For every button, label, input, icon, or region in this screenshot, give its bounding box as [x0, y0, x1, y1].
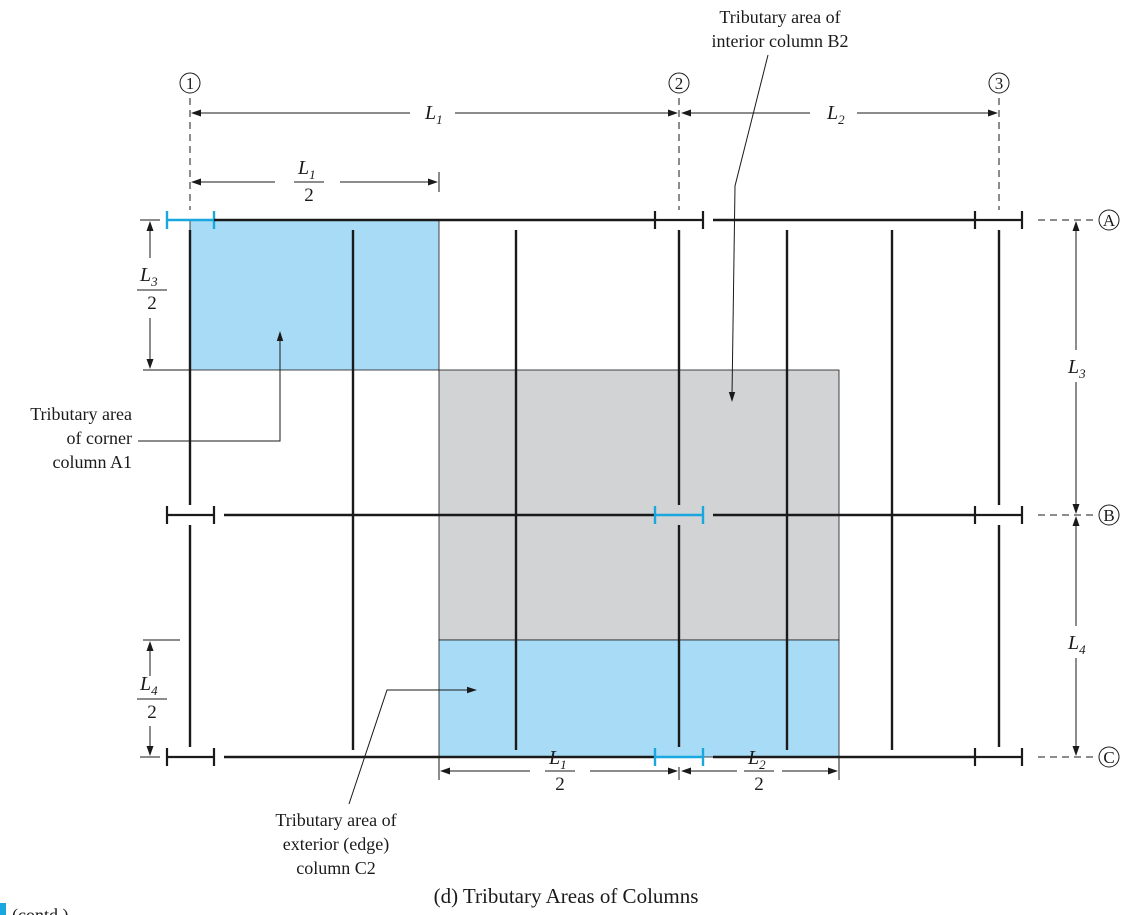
grid-bubbles: 1 2 3 A B C [179, 72, 1120, 768]
arrowhead [440, 767, 450, 775]
fraction-denominator: 2 [555, 774, 565, 795]
grid-bubble-2-label: 2 [675, 74, 684, 93]
dimension-l3-half: L3 2 [137, 219, 167, 369]
arrowhead [668, 109, 678, 117]
fraction-numerator: L3 [139, 264, 158, 289]
fraction-denominator: 2 [304, 185, 314, 206]
arrowhead [428, 178, 438, 186]
fraction-numerator: L1 [297, 157, 316, 182]
edge-label-line-1: Tributary area of [275, 810, 396, 830]
grid-bubble-1-label: 1 [186, 74, 195, 93]
figure-caption: (d) Tributary Areas of Columns [434, 884, 699, 908]
girder-a3 [973, 211, 1024, 229]
dimension-l1-half-top: L1 2 [191, 157, 440, 206]
edge-label-line-3: column C2 [296, 858, 376, 878]
figure-ref-marker [0, 903, 6, 915]
girder-b1 [165, 506, 216, 524]
interior-label-line-2: interior column B2 [712, 31, 849, 51]
dimension-l3-label: L3 [1067, 356, 1086, 381]
arrowhead [276, 331, 284, 341]
girder-c2-highlight [653, 748, 705, 766]
grid-bubble-a-label: A [1103, 211, 1116, 230]
edge-column-annotation: Tributary area of exterior (edge) column… [275, 686, 477, 878]
grid-bubble-c-label: C [1103, 748, 1114, 767]
corner-leader-line [138, 337, 281, 442]
dimension-l1-l2: L1 L2 [191, 102, 998, 127]
fraction-numerator: L1 [548, 747, 567, 772]
grid-extension-lines [189, 98, 1098, 758]
fraction-numerator: L4 [139, 673, 158, 698]
arrowhead [988, 109, 998, 117]
fraction-numerator: L2 [747, 747, 766, 772]
arrowhead [467, 686, 477, 694]
dimension-l3-l4: L3 L4 [1067, 221, 1086, 756]
interior-column-b2-area [438, 369, 840, 641]
fraction-denominator: 2 [754, 774, 764, 795]
arrowhead [146, 746, 154, 756]
grid-row-b-framing [165, 506, 1024, 524]
corner-column-a1-area [189, 219, 440, 371]
edge-leader-line [348, 689, 471, 805]
arrowhead [1072, 504, 1080, 514]
girder-b2-highlight [653, 506, 705, 524]
edge-column-c2-area [438, 639, 840, 758]
grid-bubble-a [1098, 209, 1120, 231]
arrowhead [828, 767, 838, 775]
corner-label-line-3: column A1 [53, 452, 133, 472]
arrowhead [728, 392, 736, 402]
interior-column-annotation: Tributary area of interior column B2 [712, 7, 849, 402]
grid-bubble-b-label: B [1103, 506, 1114, 525]
interior-label-line-1: Tributary area of [719, 7, 840, 27]
arrowhead [1072, 516, 1080, 526]
dimension-l4-label: L4 [1067, 632, 1086, 657]
grid-line-girders [188, 230, 1001, 747]
figure-ref-contd: (contd.) [12, 905, 68, 915]
girder-a2 [653, 211, 705, 229]
arrowhead [191, 178, 201, 186]
dimension-l2-label: L2 [826, 102, 845, 127]
arrowhead [191, 109, 201, 117]
corner-column-annotation: Tributary area of corner column A1 [30, 331, 284, 472]
corner-label-line-1: Tributary area [30, 404, 132, 424]
grid-bubble-3 [988, 72, 1010, 94]
arrowhead [681, 767, 691, 775]
corner-label-line-2: of corner [67, 428, 132, 448]
arrowhead [681, 109, 691, 117]
girder-c3 [973, 748, 1024, 766]
dimension-bottom-halves: L1 2 L2 2 [438, 747, 840, 795]
arrowhead [1072, 221, 1080, 231]
dimension-l4-half: L4 2 [137, 641, 167, 758]
grid-row-a-framing [165, 211, 1024, 229]
fraction-denominator: 2 [147, 702, 157, 723]
arrowhead [668, 767, 678, 775]
fraction-denominator: 2 [147, 293, 157, 314]
grid-bubble-b [1098, 504, 1120, 526]
arrowhead [146, 359, 154, 369]
interior-leader-line [731, 54, 769, 397]
edge-label-line-2: exterior (edge) [283, 834, 389, 855]
dimension-l1-label: L1 [424, 102, 443, 127]
arrowhead [146, 221, 154, 231]
grid-bubble-3-label: 3 [995, 74, 1004, 93]
girder-b3 [973, 506, 1024, 524]
girder-c1 [165, 748, 216, 766]
grid-bubble-2 [668, 72, 690, 94]
arrowhead [1072, 746, 1080, 756]
arrowhead [146, 641, 154, 651]
grid-bubble-c [1098, 746, 1120, 768]
grid-bubble-1 [179, 72, 201, 94]
beams [351, 230, 894, 750]
